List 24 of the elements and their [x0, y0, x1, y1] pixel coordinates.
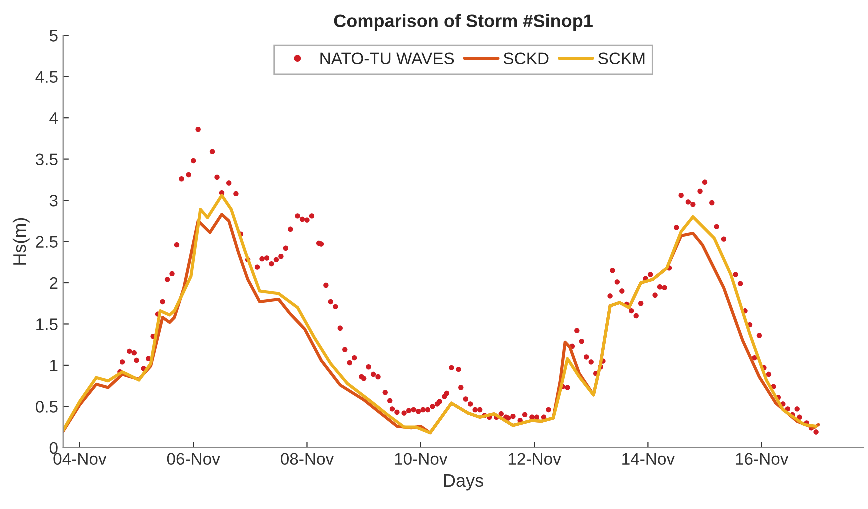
y-tick-label: 1.5: [36, 318, 58, 330]
x-tick-label: 14-Nov: [622, 453, 676, 466]
y-tick-label: 3: [50, 194, 58, 207]
chart-title: Comparison of Storm #Sinop1: [334, 14, 593, 32]
y-tick-label: 2: [50, 277, 58, 290]
y-tick-label: 0: [50, 442, 58, 454]
legend-label: SCKM: [598, 52, 645, 65]
legend-label: NATO-TU WAVES: [320, 52, 454, 65]
x-tick-label: 04-Nov: [54, 453, 107, 466]
y-axis-title: Hs(m): [12, 218, 30, 265]
x-tick-label: 10-Nov: [395, 453, 448, 466]
legend-label: SCKD: [504, 52, 549, 65]
x-tick-label: 16-Nov: [736, 453, 789, 466]
x-tick-label: 08-Nov: [281, 453, 334, 466]
y-tick-label: 1: [50, 360, 58, 372]
x-tick-label: 06-Nov: [167, 453, 220, 466]
y-tick-label: 5: [50, 30, 58, 42]
y-tick-label: 2.5: [36, 236, 58, 248]
x-tick-label: 12-Nov: [508, 453, 562, 466]
y-tick-label: 4.5: [36, 71, 58, 84]
x-axis-title: Days: [444, 474, 484, 491]
y-tick-label: 4: [50, 112, 58, 124]
y-tick-label: 0.5: [36, 401, 58, 413]
y-tick-label: 3.5: [36, 154, 58, 166]
